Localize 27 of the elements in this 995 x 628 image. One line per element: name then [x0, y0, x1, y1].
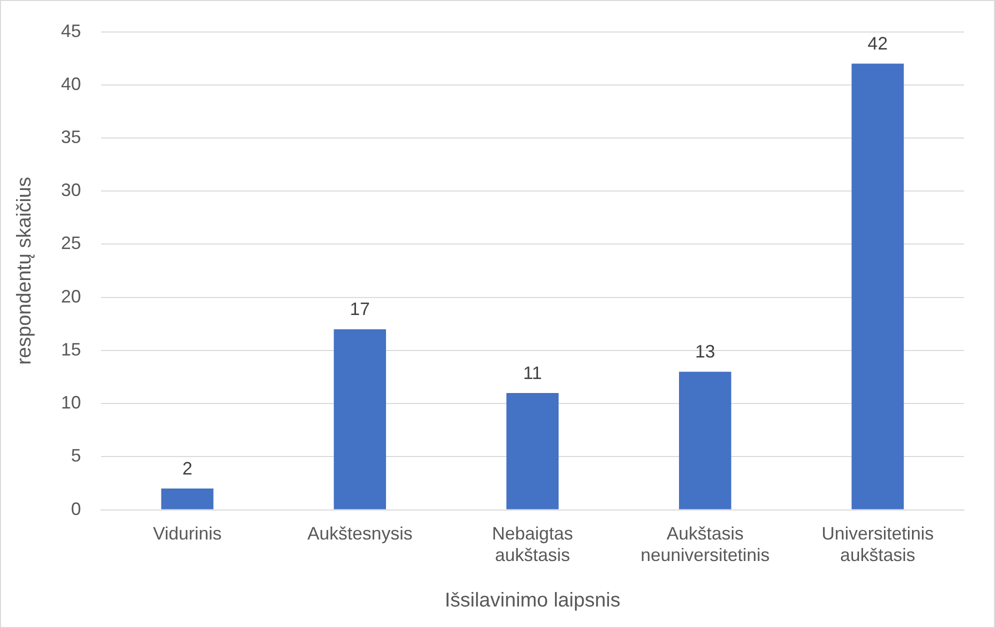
- x-axis-title: Išsilavinimo laipsnis: [444, 590, 620, 612]
- data-label: 13: [695, 342, 716, 362]
- bar: [161, 488, 214, 510]
- data-label: 17: [350, 299, 370, 320]
- y-axis-title: respondentų skaičius: [14, 176, 36, 365]
- y-tick-label: 20: [60, 286, 82, 306]
- x-tick-label: Nebaigtas aukštasis: [492, 524, 574, 566]
- bar: [506, 392, 559, 510]
- y-tick-label: 5: [71, 446, 82, 466]
- x-tick-label: Aukštesnysis: [307, 524, 412, 544]
- y-tick-label: 45: [60, 20, 82, 41]
- bar: [852, 64, 904, 510]
- y-tick-label: 15: [60, 339, 82, 360]
- y-tick-label: 40: [60, 74, 82, 94]
- x-tick-label: Aukštasis neuniversitetinis: [640, 524, 770, 566]
- data-label: 2: [182, 458, 192, 479]
- bar: [334, 329, 386, 510]
- data-label: 11: [523, 362, 542, 383]
- y-tick-label: 30: [60, 180, 82, 200]
- x-tick-label: Universitetinis aukštasis: [822, 524, 934, 566]
- x-tick-label: Vidurinis: [152, 524, 222, 544]
- y-tick-label: 25: [60, 233, 82, 254]
- y-tick-label: 10: [60, 392, 82, 413]
- data-label: 42: [868, 34, 888, 54]
- bar: [679, 372, 732, 510]
- y-tick-label: 0: [71, 498, 82, 519]
- y-tick-label: 35: [60, 126, 82, 147]
